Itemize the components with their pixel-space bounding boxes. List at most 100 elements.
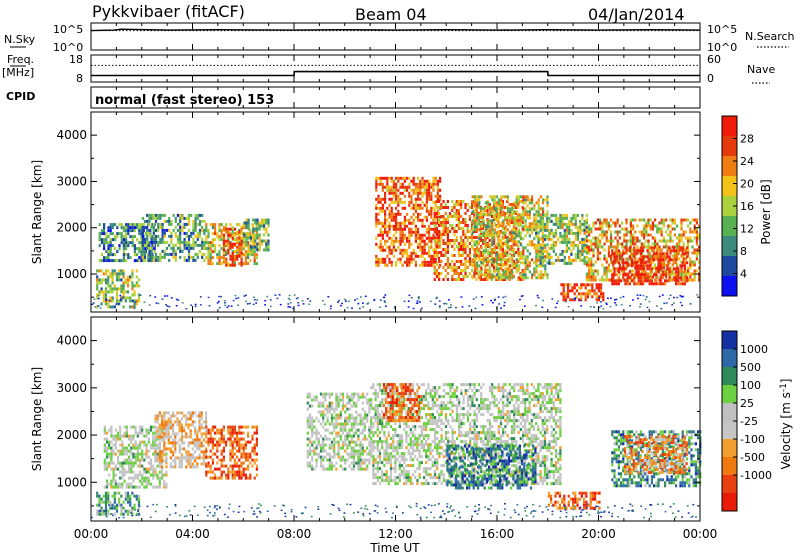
date-label: 04/Jan/2014 [588,5,685,24]
power-colorbar-tick-4: 4 [740,268,747,281]
freq-left-tick-bottom: 8 [76,72,83,85]
velocity-region-10 [623,435,688,475]
power-region-11 [585,218,701,282]
power-colorbar-tick-16: 16 [740,200,754,213]
power-region-12 [611,246,689,286]
noise-left-tick-top: 10^5 [53,23,83,36]
beam-label: Beam 04 [355,5,427,24]
power-y-tick-1000: 1000 [56,267,87,281]
velocity-colorbar-segment-9 [722,493,737,511]
velocity-colorbar-label: Velocity [m s-1] [779,379,793,470]
power-colorbar-segment-7 [722,256,737,276]
freq-left-tick-top: 18 [69,53,83,66]
radar-title: Pykkvibaer (fitACF) [92,2,245,21]
power-colorbar-tick-28: 28 [740,133,754,146]
nave-right-tick-bottom: 0 [707,72,714,85]
velocity-y-tick-1000: 1000 [56,475,87,489]
velocity-region-5 [370,383,562,486]
x-tick-label-6: 00:00 [683,527,718,541]
velocity-colorbar-tick-1: 500 [740,361,761,374]
velocity-region-6 [382,383,423,423]
cpid-panel: CPID normal (fast stereo) 153 [6,86,701,109]
power-colorbar-tick-24: 24 [740,155,754,168]
velocity-colorbar-segment-6 [722,439,737,457]
velocity-panel: 1000 2000 3000 4000 Slant Range [km] 1000 50… [30,316,793,522]
x-tick-label-0: 00:00 [74,527,109,541]
power-y-axis-label: Slant Range [km] [30,160,44,264]
velocity-region-0 [96,491,141,516]
power-region-2 [141,213,206,262]
velocity-colorbar-segment-7 [722,457,737,475]
power-colorbar-tick-8: 8 [740,245,747,258]
power-colorbar-segment-5 [722,216,737,236]
velocity-region-2 [154,411,208,469]
power-colorbar-segment-0 [722,116,737,136]
power-region-5 [243,218,270,252]
velocity-y-axis-label: Slant Range [km] [30,367,44,471]
x-axis-label: Time UT [369,541,420,554]
velocity-ground-speckle [91,503,697,519]
velocity-y-tick-2000: 2000 [56,428,87,442]
power-y-tick-3000: 3000 [56,174,87,188]
velocity-colorbar-tick-4: -25 [740,415,758,428]
velocity-y-tick-3000: 3000 [56,381,87,395]
velocity-colorbar-segment-0 [722,331,737,349]
power-colorbar-segment-6 [722,236,737,256]
velocity-colorbar-segment-5 [722,421,737,439]
velocity-colorbar-tick-2: 100 [740,379,761,392]
power-y-tick-4000: 4000 [56,128,87,142]
power-colorbar-label: Power [dB] [759,179,773,244]
velocity-colorbar-segment-3 [722,385,737,403]
power-region-0 [96,269,141,309]
power-y-tick-2000: 2000 [56,221,87,235]
power-region-9 [535,213,588,265]
x-tick-label-3: 12:00 [378,527,413,541]
velocity-region-7 [446,444,537,490]
x-tick-label-5: 20:00 [581,527,616,541]
noise-right-tick-top: 10^5 [707,23,737,36]
cpid-label: CPID [6,90,35,103]
x-tick-label-4: 16:00 [480,527,515,541]
power-panel: 1000 2000 3000 4000 Slant Range [km] 4 8 12 16… [30,111,773,313]
noise-left-tick-bottom: 10^0 [53,41,83,54]
velocity-colorbar-tick-7: -1000 [740,469,772,482]
power-colorbar-tick-20: 20 [740,178,754,191]
velocity-region-8 [547,491,601,510]
velocity-y-tick-4000: 4000 [56,334,87,348]
noise-series-n-sky [90,28,701,32]
velocity-colorbar-tick-6: -500 [740,451,765,464]
x-tick-label-2: 08:00 [277,527,312,541]
power-region-4 [223,227,243,267]
velocity-region-1 [103,425,168,489]
n-sky-label: N.Sky [4,33,36,46]
velocity-region-4 [306,392,371,471]
velocity-colorbar-tick-5: -100 [740,433,765,446]
noise-panel: N.Sky 10^5 10^0 10^5 10^0 N.Search [4,22,795,54]
velocity-colorbar-tick-3: 25 [740,397,754,410]
velocity-colorbar-segment-2 [722,367,737,385]
cpid-text: normal (fast stereo) 153 [95,93,274,108]
power-colorbar-segment-8 [722,276,737,296]
power-colorbar-segment-1 [722,136,737,156]
velocity-colorbar-segment-8 [722,475,737,493]
x-tick-label-1: 04:00 [175,527,210,541]
power-ground-speckle [91,294,699,310]
velocity-colorbar-segment-4 [722,403,737,421]
power-region-1 [98,223,156,263]
velocity-colorbar-tick-0: 1000 [740,343,768,356]
n-search-label: N.Search [745,30,795,43]
freq-label: Freq. [7,53,34,66]
freq-series-freq- [91,70,700,77]
velocity-colorbar-segment-1 [722,349,737,367]
nave-label: Nave [747,63,775,76]
power-colorbar-segment-3 [722,176,737,196]
power-colorbar-tick-12: 12 [740,223,754,236]
power-colorbar-segment-4 [722,196,737,216]
power-colorbar-segment-2 [722,156,737,176]
nave-right-tick-top: 60 [707,53,721,66]
power-region-6 [375,176,442,267]
frequency-panel: Freq. [MHz] 18 8 60 0 Nave [2,53,775,85]
freq-unit-label: [MHz] [2,66,34,79]
noise-right-tick-bottom: 10^0 [707,41,737,54]
